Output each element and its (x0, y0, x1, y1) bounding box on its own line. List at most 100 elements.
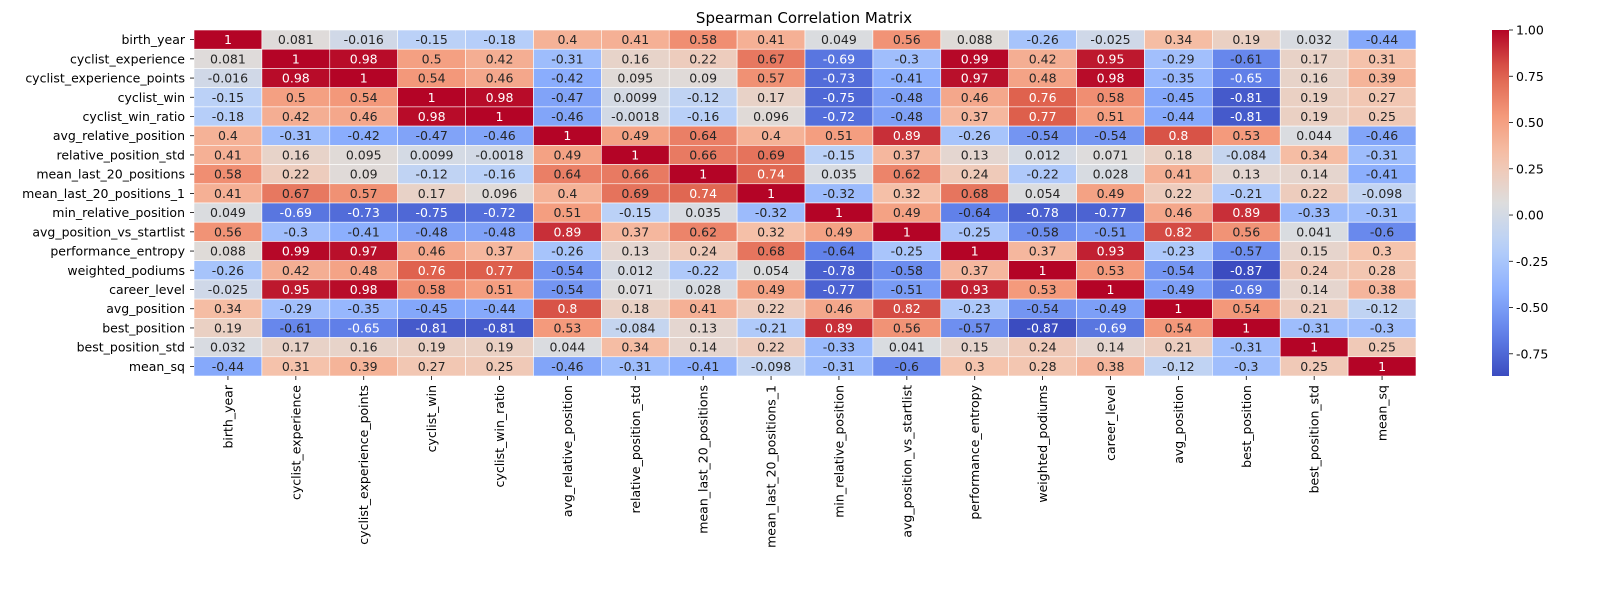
cell-value-label: 0.09 (689, 71, 717, 86)
cell-value-label: 0.27 (418, 359, 446, 374)
cell-value-label: -0.69 (823, 51, 855, 66)
x-tick-label: avg_relative_position (560, 385, 575, 517)
cell-value-label: -0.81 (1230, 90, 1262, 105)
cell-value-label: -0.48 (891, 109, 923, 124)
cell-value-label: 0.56 (893, 320, 921, 335)
cell-value-label: -0.15 (823, 147, 855, 162)
cell-value-label: 0.22 (1300, 186, 1328, 201)
cell-value-label: 0.24 (689, 244, 717, 259)
cell-value-label: 0.14 (1300, 282, 1328, 297)
cell-value-label: -0.72 (483, 205, 515, 220)
y-tick-label: avg_relative_position (53, 128, 185, 143)
cell-value-label: 0.044 (549, 340, 585, 355)
cell-value-label: 0.64 (553, 167, 581, 182)
cell-value-label: -0.44 (212, 359, 244, 374)
x-tick-label: birth_year (220, 384, 235, 448)
cell-value-label: -0.81 (415, 320, 447, 335)
cell-value-label: -0.69 (1230, 282, 1262, 297)
cell-value-label: 0.37 (486, 244, 514, 259)
y-tick-label: avg_position (106, 301, 185, 316)
cell-value-label: 1 (292, 51, 300, 66)
cell-value-label: 0.98 (486, 90, 514, 105)
cell-value-label: -0.78 (1026, 205, 1058, 220)
cell-value-label: -0.49 (1162, 282, 1194, 297)
colorbar-tick-label: 1.00 (1516, 23, 1544, 38)
x-tick-labels: birth_year cyclist_experience cyclist_expe… (220, 376, 1390, 548)
cell-value-label: 0.89 (893, 128, 921, 143)
cell-value-label: 0.095 (617, 71, 653, 86)
cell-value-label: 0.21 (1300, 301, 1328, 316)
cell-value-label: 0.4 (557, 32, 577, 47)
cell-value-label: 0.51 (1097, 109, 1125, 124)
cell-value-label: -0.87 (1230, 263, 1262, 278)
cell-value-label: 0.8 (1168, 128, 1188, 143)
cell-value-label: 0.14 (689, 340, 717, 355)
colorbar-tick-label: 0.50 (1516, 115, 1544, 130)
cell-value-label: 0.044 (1296, 128, 1332, 143)
cell-value-label: 1 (903, 224, 911, 239)
cell-value-label: -0.77 (1094, 205, 1126, 220)
cell-value-label: 0.49 (621, 128, 649, 143)
y-tick-label: best_position (102, 320, 185, 335)
cell-value-label: -0.31 (1366, 147, 1398, 162)
cell-value-label: -0.42 (551, 71, 583, 86)
cell-value-label: 0.46 (350, 109, 378, 124)
x-tick-label: best_position_std (1307, 385, 1322, 493)
cell-value-label: -0.75 (823, 90, 855, 105)
cell-value-label: -0.61 (280, 320, 312, 335)
cell-value-label: -0.44 (483, 301, 515, 316)
cell-value-label: -0.0018 (611, 109, 659, 124)
cell-value-label: 0.012 (1025, 147, 1061, 162)
cell-value-label: 0.46 (961, 90, 989, 105)
x-tick-label: cyclist_win (424, 385, 439, 452)
cell-value-label: 0.69 (757, 147, 785, 162)
cell-value-label: 0.69 (621, 186, 649, 201)
cell-value-label: 0.41 (1164, 167, 1192, 182)
cell-value-label: 0.42 (486, 51, 514, 66)
cell-value-label: 0.8 (557, 301, 577, 316)
cell-value-label: 0.096 (753, 109, 789, 124)
cell-value-label: 1 (1039, 263, 1047, 278)
cell-value-label: 0.5 (422, 51, 442, 66)
cell-value-label: -0.3 (1370, 320, 1394, 335)
cell-value-label: -0.72 (823, 109, 855, 124)
cell-value-label: 0.74 (757, 167, 785, 182)
cell-value-label: -0.46 (551, 359, 583, 374)
y-tick-label: cyclist_experience_points (25, 71, 185, 86)
cell-value-label: 0.56 (893, 32, 921, 47)
cell-value-label: -0.025 (1090, 32, 1130, 47)
cell-value-label: -0.21 (1230, 186, 1262, 201)
cell-value-label: 0.56 (1232, 224, 1260, 239)
y-tick-label: cyclist_experience (70, 51, 185, 66)
cell-value-label: 1 (428, 90, 436, 105)
cell-value-label: 0.64 (689, 128, 717, 143)
cell-value-label: -0.31 (551, 51, 583, 66)
cell-value-label: 0.071 (1093, 147, 1129, 162)
cell-value-label: 0.98 (418, 109, 446, 124)
cell-value-label: 0.93 (961, 282, 989, 297)
cell-value-label: -0.42 (348, 128, 380, 143)
cell-value-label: -0.51 (1094, 224, 1126, 239)
cell-value-label: -0.54 (551, 282, 583, 297)
cell-value-label: 0.27 (1368, 90, 1396, 105)
cell-value-label: -0.0018 (475, 147, 523, 162)
cell-value-label: 0.58 (689, 32, 717, 47)
cell-value-label: 0.51 (825, 128, 853, 143)
cell-value-label: 0.25 (1368, 109, 1396, 124)
cell-value-label: 0.028 (1093, 167, 1129, 182)
cell-value-label: 0.66 (621, 167, 649, 182)
x-tick-label: performance_entropy (967, 384, 982, 519)
cell-value-label: 0.09 (350, 167, 378, 182)
cell-value-label: -0.54 (1162, 263, 1194, 278)
cell-value-label: -0.81 (1230, 109, 1262, 124)
cell-value-label: 1 (835, 205, 843, 220)
chart-title: Spearman Correlation Matrix (696, 9, 912, 27)
cell-value-label: 0.95 (1097, 51, 1125, 66)
cell-value-label: -0.31 (280, 128, 312, 143)
cell-value-label: 0.58 (1097, 90, 1125, 105)
cell-value-label: -0.45 (1162, 90, 1194, 105)
cell-value-label: -0.48 (415, 224, 447, 239)
y-tick-label: career_level (109, 282, 185, 297)
cell-value-label: -0.12 (1162, 359, 1194, 374)
colorbar (1492, 30, 1509, 376)
